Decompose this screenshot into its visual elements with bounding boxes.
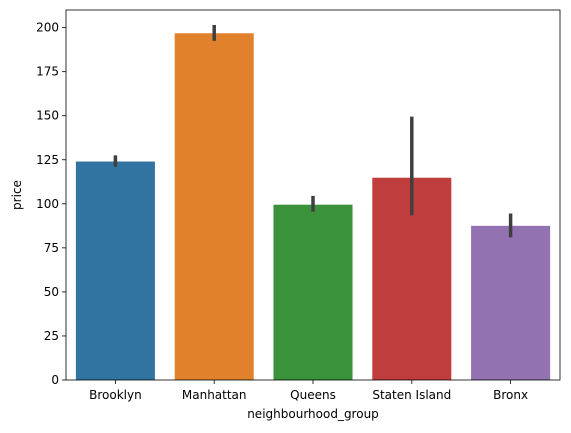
y-tick-label-8: 200 [36,21,59,35]
y-tick-label-5: 125 [36,153,59,167]
bar-1 [174,33,254,380]
y-tick-label-7: 175 [36,65,59,79]
x-tick-label-2: Queens [290,388,336,402]
bar-2 [273,204,353,380]
x-tick-label-0: Brooklyn [89,388,142,402]
y-ticks: 0 25 50 75 100 125 150 175 200 [36,21,66,387]
x-tick-label-4: Bronx [493,388,528,402]
y-tick-label-4: 100 [36,197,59,211]
y-tick-label-6: 150 [36,109,59,123]
bar-0 [75,161,155,380]
x-tick-label-3: Staten Island [372,388,451,402]
y-tick-label-2: 50 [44,285,59,299]
x-ticks: Brooklyn Manhattan Queens Staten Island Bron… [89,380,528,402]
y-tick-label-0: 0 [51,373,59,387]
y-axis-label: price [10,180,24,210]
y-tick-label-3: 75 [44,241,59,255]
x-axis-label: neighbourhood_group [247,407,379,421]
error-bars-group [113,24,513,238]
x-tick-label-1: Manhattan [182,388,247,402]
bar-4 [471,225,551,380]
y-tick-label-1: 25 [44,329,59,343]
